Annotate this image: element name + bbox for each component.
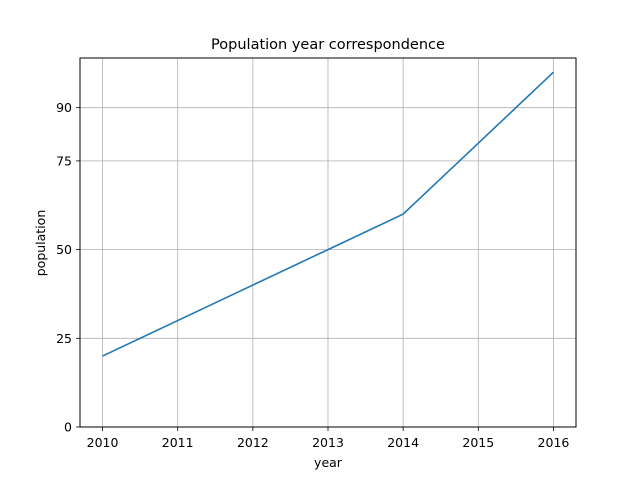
axis-ticks: 2010 2011 2012 2013 2014 2015 2016 0 25 50 75 90 <box>56 100 569 450</box>
x-tick-label: 2014 <box>387 435 419 450</box>
y-tick-label: 75 <box>56 153 72 168</box>
x-tick-label: 2012 <box>237 435 269 450</box>
x-tick-label: 2011 <box>162 435 194 450</box>
y-tick-label: 25 <box>56 331 72 346</box>
y-tick-label: 0 <box>64 420 72 435</box>
x-tick-label: 2013 <box>312 435 344 450</box>
chart-title: Population year correspondence <box>211 37 445 53</box>
y-tick-label: 90 <box>56 100 72 115</box>
x-axis-label: year <box>314 455 343 470</box>
series-line <box>102 71 555 357</box>
x-tick-label: 2015 <box>462 435 494 450</box>
y-axis-label: population <box>33 210 48 277</box>
x-tick-label: 2016 <box>538 435 570 450</box>
x-tick-label: 2010 <box>87 435 119 450</box>
y-tick-label: 50 <box>56 242 72 257</box>
